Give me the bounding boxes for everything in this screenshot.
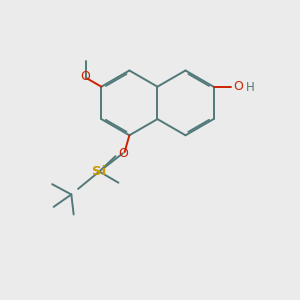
Text: H: H: [246, 81, 255, 94]
Text: O: O: [234, 80, 243, 93]
Text: O: O: [80, 70, 90, 83]
Text: Si: Si: [92, 165, 106, 178]
Text: O: O: [118, 147, 128, 160]
